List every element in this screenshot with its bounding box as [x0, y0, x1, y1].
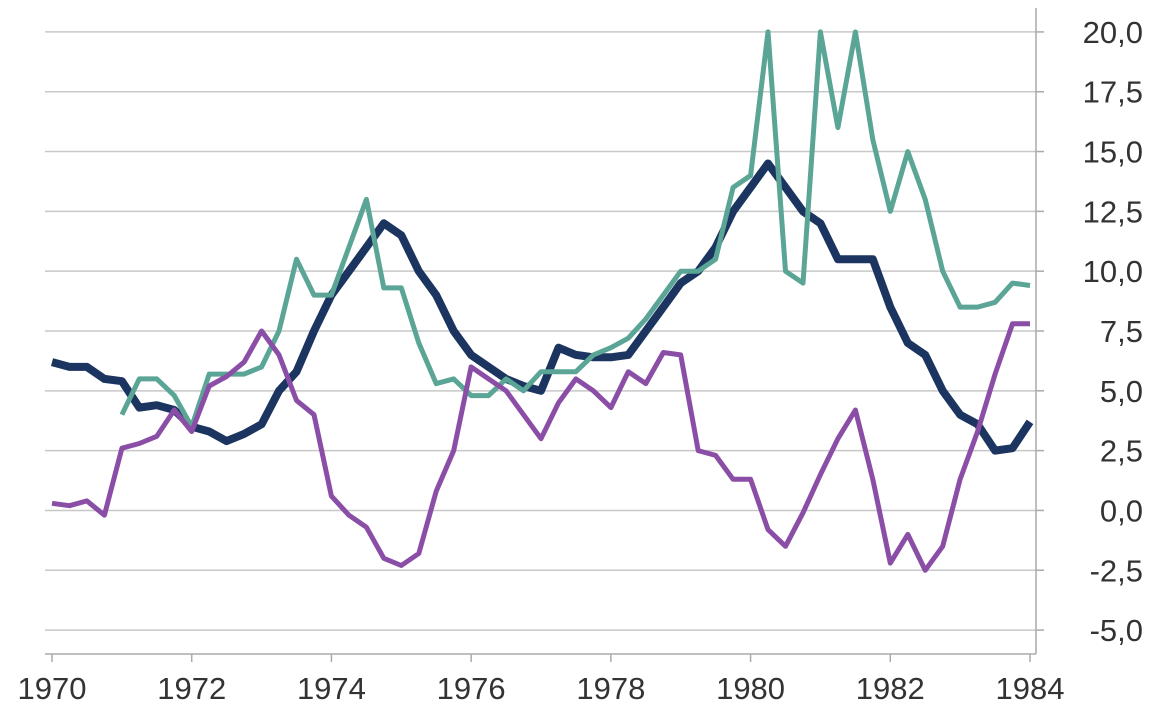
x-tick-label: 1984 [996, 671, 1065, 706]
y-tick-label: 10,0 [1083, 254, 1143, 289]
y-tick-label: 2,5 [1100, 434, 1143, 469]
x-tick-label: 1978 [576, 671, 645, 706]
x-tick-label: 1972 [157, 671, 226, 706]
series-line [51, 321, 1030, 573]
y-tick-label: 5,0 [1100, 374, 1143, 409]
x-tick-label: 1982 [856, 671, 925, 706]
y-tick-label: -2,5 [1090, 553, 1143, 588]
x-tick-label: 1980 [716, 671, 785, 706]
x-tick-label: 1970 [18, 671, 87, 706]
y-tick-label: 0,0 [1100, 493, 1143, 528]
y-tick-label: 7,5 [1100, 314, 1143, 349]
y-tick-label: 20,0 [1083, 15, 1143, 50]
y-tick-label: 12,5 [1083, 194, 1143, 229]
x-tick-label: 1974 [297, 671, 366, 706]
y-tick-label: -5,0 [1090, 613, 1143, 648]
y-tick-label: 17,5 [1083, 75, 1143, 110]
x-tick-label: 1976 [437, 671, 506, 706]
series-line [50, 159, 1034, 455]
y-tick-label: 15,0 [1083, 135, 1143, 170]
